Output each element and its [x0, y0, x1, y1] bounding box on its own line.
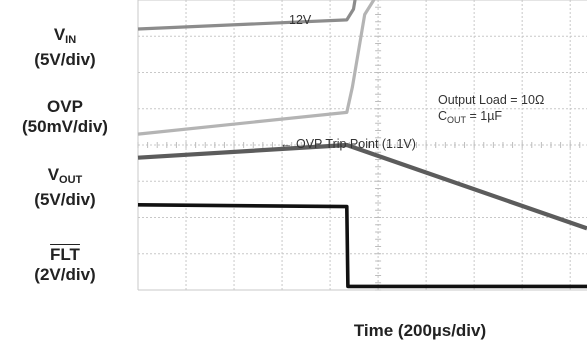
vout-scale: (5V/div)	[34, 190, 96, 209]
vout-trace	[137, 142, 587, 231]
cout-sub: OUT	[447, 115, 467, 125]
annotation-output-load: Output Load = 10Ω	[438, 93, 544, 107]
traces	[137, 0, 587, 289]
channel-label-vin: VIN (5V/div)	[0, 25, 130, 70]
channel-label-flt: FLT (2V/div)	[0, 245, 130, 285]
x-axis-label: Time (200µs/div)	[353, 321, 487, 340]
vin-trace	[137, 0, 357, 31]
ovp-name: OVP	[47, 97, 83, 116]
vin-scale: (5V/div)	[34, 50, 96, 69]
ovp-scale: (50mV/div)	[22, 117, 108, 136]
vout-name: VOUT	[47, 165, 83, 186]
flt-trace	[137, 203, 587, 289]
vin-name: VIN	[53, 25, 77, 46]
annotation-12v: 12V	[289, 13, 312, 27]
cout-rest: = 1µF	[466, 109, 502, 123]
annotation-ovp-trip: ← OVP Trip Point (1.1V)	[280, 137, 416, 151]
annotations: 12V Output Load = 10Ω COUT = 1µF ← OVP T…	[280, 13, 544, 151]
ovp-trace	[137, 0, 376, 136]
channel-label-ovp: OVP (50mV/div)	[0, 97, 130, 137]
channel-label-vout: VOUT (5V/div)	[0, 165, 130, 210]
flt-name: FLT	[50, 245, 80, 264]
flt-scale: (2V/div)	[34, 265, 96, 284]
annotation-cout: COUT = 1µF	[438, 109, 502, 125]
cout-main: C	[438, 109, 447, 123]
